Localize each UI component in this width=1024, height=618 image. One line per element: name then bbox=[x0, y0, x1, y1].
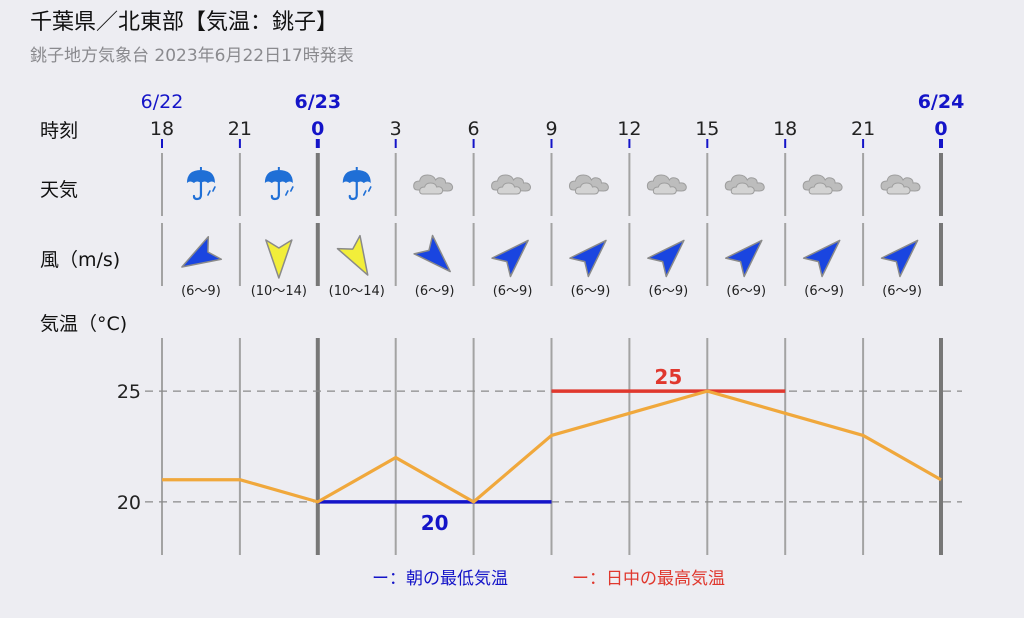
cloud-icon bbox=[491, 174, 532, 195]
wind-arrow-icon bbox=[880, 239, 919, 278]
hour-label: 9 bbox=[545, 118, 557, 140]
umbrella-icon bbox=[186, 167, 216, 201]
hour-label: 0 bbox=[934, 118, 947, 140]
wind-speed: (6～9) bbox=[493, 284, 533, 299]
hour-label: 6 bbox=[468, 118, 480, 140]
hour-label: 21 bbox=[851, 118, 875, 140]
row-label-weather: 天気 bbox=[40, 179, 78, 201]
wind-arrow-icon bbox=[569, 239, 607, 278]
hour-label: 3 bbox=[390, 118, 402, 140]
wind-arrow-icon bbox=[491, 239, 529, 278]
umbrella-icon bbox=[342, 167, 372, 201]
wind-speed: (6～9) bbox=[415, 284, 455, 299]
max-temp-label: 25 bbox=[654, 365, 682, 389]
wind-speed: (10～14) bbox=[329, 284, 385, 299]
wind-speed: (6～9) bbox=[804, 284, 844, 299]
date-label: 6/23 bbox=[294, 91, 341, 113]
cloud-icon bbox=[880, 174, 921, 195]
row-label-wind: 風（m/s) bbox=[40, 249, 120, 271]
wind-arrow-icon bbox=[647, 239, 685, 278]
date-label: 6/24 bbox=[918, 91, 965, 113]
cloud-icon bbox=[568, 174, 609, 195]
legend-max-label: ：日中の最高気温 bbox=[589, 569, 725, 589]
wind-arrow-icon bbox=[724, 239, 763, 278]
umbrella-icon bbox=[264, 167, 294, 201]
hour-label: 0 bbox=[311, 118, 324, 140]
issued-by: 銚子地方気象台 2023年6月22日17時発表 bbox=[30, 46, 354, 66]
page-title: 千葉県／北東部【気温：銚子】 bbox=[30, 10, 339, 35]
wind-arrow-icon bbox=[802, 239, 841, 278]
hour-label: 18 bbox=[773, 118, 797, 140]
wind-speed: (6～9) bbox=[882, 284, 922, 299]
hour-label: 12 bbox=[617, 118, 641, 140]
row-label-temperature: 気温（°C) bbox=[40, 313, 127, 335]
cloud-icon bbox=[802, 174, 843, 195]
date-label: 6/22 bbox=[141, 91, 184, 113]
wind-speed: (10～14) bbox=[251, 284, 307, 299]
wind-arrow-icon bbox=[336, 234, 369, 276]
hour-label: 21 bbox=[228, 118, 252, 140]
legend-min-label: ：朝の最低気温 bbox=[389, 569, 508, 589]
cloud-icon bbox=[646, 174, 687, 195]
row-label-time: 時刻 bbox=[40, 120, 78, 142]
hour-label: 15 bbox=[695, 118, 719, 140]
hour-label: 18 bbox=[150, 118, 174, 140]
legend-max-symbol: ー bbox=[572, 569, 589, 589]
cloud-icon bbox=[724, 174, 765, 195]
wind-arrow-icon bbox=[265, 239, 293, 279]
wind-speed: (6～9) bbox=[726, 284, 766, 299]
y-tick-label: 20 bbox=[117, 492, 141, 514]
wind-arrow-icon bbox=[181, 235, 223, 268]
legend-min-symbol: ー bbox=[372, 569, 389, 589]
legend-max: ー：日中の最高気温 bbox=[572, 569, 725, 589]
wind-speed: (6～9) bbox=[181, 284, 221, 299]
legend-min: ー：朝の最低気温 bbox=[372, 569, 508, 589]
y-tick-label: 25 bbox=[117, 381, 141, 403]
min-temp-label: 20 bbox=[421, 511, 449, 535]
wind-arrow-icon bbox=[413, 234, 451, 273]
cloud-icon bbox=[413, 174, 454, 195]
wind-speed: (6～9) bbox=[571, 284, 611, 299]
wind-speed: (6～9) bbox=[649, 284, 689, 299]
